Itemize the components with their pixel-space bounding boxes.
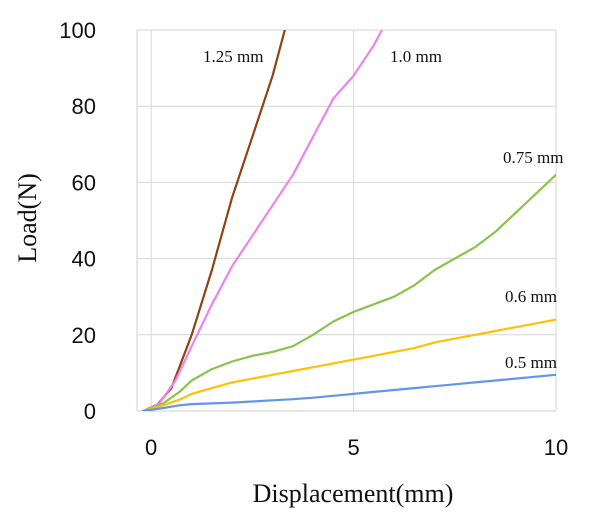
x-axis-title: Displacement(mm) <box>253 479 454 508</box>
x-tick-label: 5 <box>347 435 359 460</box>
series-label: 1.0 mm <box>390 47 442 66</box>
tick-labels: 0 20 40 60 80 100 0 5 10 <box>59 18 568 460</box>
series-layer <box>142 30 556 411</box>
series-line-1-0-mm <box>142 30 383 411</box>
y-tick-label: 60 <box>72 170 96 195</box>
series-label: 0.6 mm <box>505 287 557 306</box>
series-labels: 1.25 mm 1.0 mm 0.75 mm 0.6 mm 0.5 mm <box>203 47 563 372</box>
y-tick-label: 100 <box>59 18 96 43</box>
y-tick-label: 40 <box>72 247 96 272</box>
series-label: 0.75 mm <box>503 148 563 167</box>
y-tick-label: 20 <box>72 323 96 348</box>
x-tick-label: 0 <box>145 435 157 460</box>
series-line-0-75-mm <box>142 173 556 411</box>
y-tick-label: 0 <box>84 399 96 424</box>
series-line-0-6-mm <box>142 318 556 411</box>
y-axis-title: Load(N) <box>13 173 42 263</box>
grid <box>136 29 557 412</box>
x-tick-label: 10 <box>544 435 568 460</box>
series-line-0-5-mm <box>142 373 556 411</box>
series-label: 0.5 mm <box>505 353 557 372</box>
y-tick-label: 80 <box>72 94 96 119</box>
series-label: 1.25 mm <box>203 47 263 66</box>
